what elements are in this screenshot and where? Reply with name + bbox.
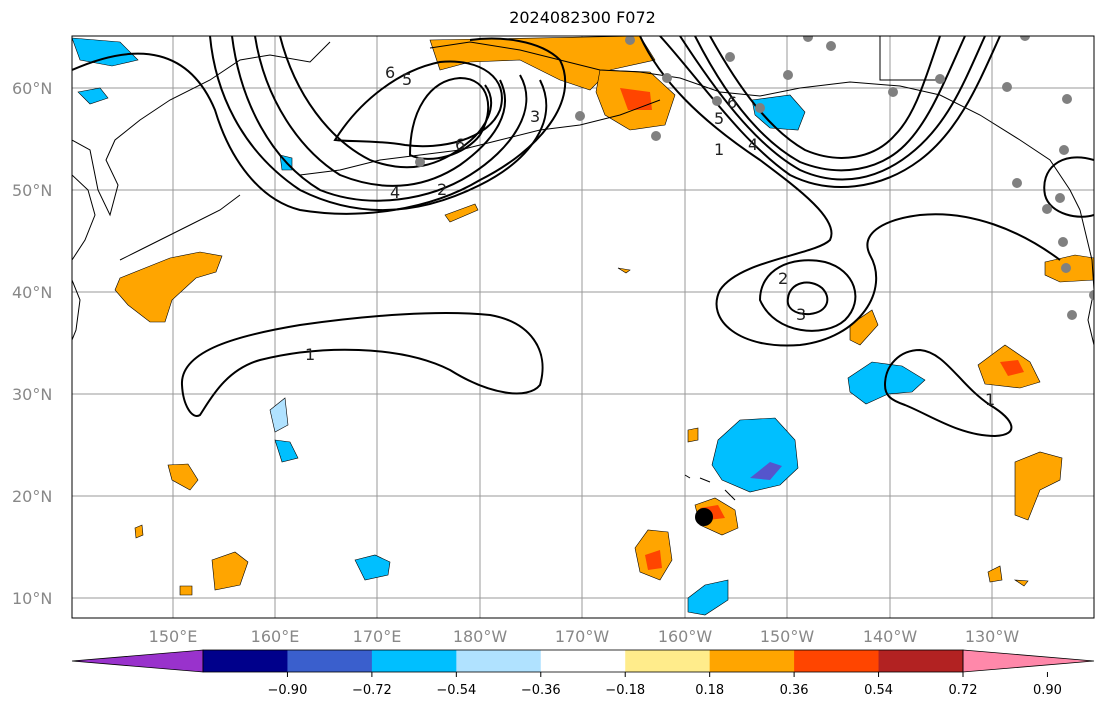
contour-label: 6 — [455, 135, 465, 154]
colorbar-segment — [709, 650, 795, 672]
lat-label: 60°N — [12, 79, 52, 98]
contour-label: 5 — [714, 109, 724, 128]
contour-label: 1 — [714, 140, 724, 159]
contour-label: 4 — [748, 135, 758, 154]
lat-label: 30°N — [12, 385, 52, 404]
lon-labels: 150°E 160°E 170°E 180°W 170°W 160°W 150°… — [149, 627, 1020, 646]
lon-label: 150°E — [149, 627, 198, 646]
contour-label: 6 — [727, 93, 737, 112]
lat-label: 20°N — [12, 487, 52, 506]
map-title: 2024082300 F072 — [509, 8, 656, 27]
contour-label: 3 — [796, 305, 806, 324]
colorbar-segment — [371, 650, 457, 672]
contour-label: 4 — [390, 183, 400, 202]
lon-label: 160°E — [251, 627, 300, 646]
contour-label: 5 — [402, 70, 412, 89]
lon-label: 140°W — [863, 627, 918, 646]
lon-label: 130°W — [965, 627, 1020, 646]
colorbar-frame — [202, 649, 964, 673]
colorbar-tick-label: −0.90 — [268, 683, 308, 698]
colorbar-tick-label: 0.72 — [949, 683, 978, 698]
lon-label: 170°W — [555, 627, 610, 646]
colorbar-tick-label: 0.54 — [864, 683, 893, 698]
colorbar-tick-label: 0.18 — [695, 683, 724, 698]
lat-labels: 60°N 50°N 40°N 30°N 20°N 10°N — [12, 79, 52, 608]
filled-anomaly-patches — [72, 36, 1094, 616]
map-border — [71, 35, 1095, 619]
lon-label: 150°W — [760, 627, 815, 646]
lon-label: 160°W — [658, 627, 713, 646]
colorbar-segment — [203, 650, 288, 672]
contour-lines — [72, 36, 1094, 438]
lat-label: 40°N — [12, 283, 52, 302]
colorbar-segment — [625, 650, 711, 672]
colorbar-extend-min — [71, 649, 204, 673]
lon-label: 170°E — [353, 627, 402, 646]
colorbar-segment — [794, 650, 880, 672]
lat-label: 50°N — [12, 181, 52, 200]
contour-label: 6 — [385, 63, 395, 82]
contour-label: 1 — [305, 345, 315, 364]
colorbar-segment — [287, 650, 373, 672]
contour-label: 2 — [437, 180, 447, 199]
contour-label: 2 — [778, 269, 788, 288]
lat-label: 10°N — [12, 589, 52, 608]
station-dots — [415, 36, 1094, 320]
location-marker — [695, 508, 713, 526]
colorbar-extend-max — [962, 649, 1095, 673]
colorbar-tick-label: 0.90 — [1033, 683, 1062, 698]
contour-label: 1 — [985, 390, 995, 409]
colorbar: −0.90 −0.72 −0.54 −0.36 −0.18 0.18 0.36 0.54 0.7… — [71, 649, 1095, 698]
colorbar-segment — [540, 650, 626, 672]
colorbar-segment — [878, 650, 964, 672]
colorbar-tick-label: −0.72 — [352, 683, 392, 698]
colorbar-segment — [456, 650, 542, 672]
colorbar-tick-label: −0.36 — [521, 683, 561, 698]
contour-label: 3 — [530, 107, 540, 126]
colorbar-tick-label: 0.36 — [780, 683, 809, 698]
coastlines — [72, 36, 1094, 501]
colorbar-tick-label: −0.18 — [605, 683, 645, 698]
lon-label: 180°W — [453, 627, 508, 646]
contour-label-group: 6 5 6 3 4 2 6 5 1 4 2 3 1 1 — [305, 63, 995, 409]
colorbar-tick-label: −0.54 — [436, 683, 476, 698]
